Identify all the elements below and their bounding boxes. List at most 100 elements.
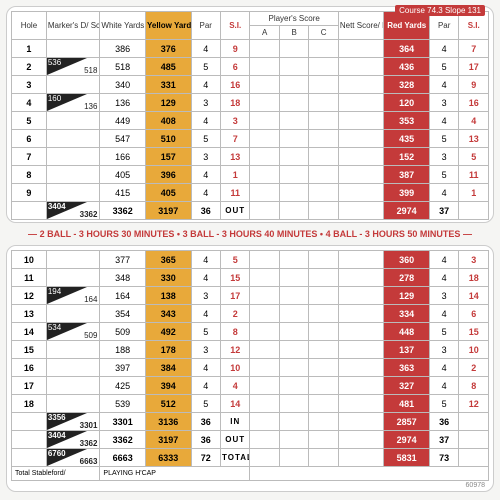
score-b[interactable] bbox=[279, 112, 308, 130]
par: 4 bbox=[191, 184, 220, 202]
score-a[interactable] bbox=[250, 359, 279, 377]
nett-points[interactable] bbox=[338, 184, 384, 202]
hole-row: 1639738441036342 bbox=[12, 359, 489, 377]
score-c[interactable] bbox=[309, 148, 338, 166]
yellow-yards: 396 bbox=[145, 166, 191, 184]
par-red: 3 bbox=[429, 94, 458, 112]
yellow-yards: 376 bbox=[145, 40, 191, 58]
score-b[interactable] bbox=[279, 130, 308, 148]
score-a[interactable] bbox=[250, 166, 279, 184]
score-b[interactable] bbox=[279, 395, 308, 413]
score-c[interactable] bbox=[309, 112, 338, 130]
nett-points[interactable] bbox=[338, 395, 384, 413]
red-yards: 363 bbox=[384, 359, 430, 377]
par-red-total: 37 bbox=[429, 431, 458, 449]
score-b[interactable] bbox=[279, 305, 308, 323]
score-b[interactable] bbox=[279, 58, 308, 76]
nett-points[interactable] bbox=[338, 323, 384, 341]
back-nine-table: 1037736545360431134833041527841812194164… bbox=[11, 250, 489, 481]
nett-points[interactable] bbox=[338, 112, 384, 130]
score-b[interactable] bbox=[279, 287, 308, 305]
score-b[interactable] bbox=[279, 269, 308, 287]
score-a[interactable] bbox=[250, 395, 279, 413]
score-a[interactable] bbox=[250, 377, 279, 395]
nett-points[interactable] bbox=[338, 305, 384, 323]
nett-points[interactable] bbox=[338, 341, 384, 359]
nett-points[interactable] bbox=[338, 251, 384, 269]
stroke-index: 12 bbox=[220, 341, 249, 359]
score-b[interactable] bbox=[279, 76, 308, 94]
score-c[interactable] bbox=[309, 323, 338, 341]
hole-number: 18 bbox=[12, 395, 47, 413]
score-c[interactable] bbox=[309, 94, 338, 112]
score-a[interactable] bbox=[250, 76, 279, 94]
score-c[interactable] bbox=[309, 40, 338, 58]
score-c[interactable] bbox=[309, 130, 338, 148]
par: 4 bbox=[191, 40, 220, 58]
stroke-index: 18 bbox=[220, 94, 249, 112]
score-b[interactable] bbox=[279, 184, 308, 202]
score-c[interactable] bbox=[309, 305, 338, 323]
score-a[interactable] bbox=[250, 305, 279, 323]
hole-row: 13863764936447 bbox=[12, 40, 489, 58]
score-c[interactable] bbox=[309, 269, 338, 287]
score-c[interactable] bbox=[309, 341, 338, 359]
score-b[interactable] bbox=[279, 341, 308, 359]
nett-points[interactable] bbox=[338, 130, 384, 148]
stroke-index-red: 6 bbox=[459, 305, 489, 323]
yellow-yards: 343 bbox=[145, 305, 191, 323]
score-a[interactable] bbox=[250, 287, 279, 305]
score-b[interactable] bbox=[279, 377, 308, 395]
score-b[interactable] bbox=[279, 323, 308, 341]
stroke-index-red: 16 bbox=[459, 94, 489, 112]
stroke-index: 2 bbox=[220, 305, 249, 323]
score-a[interactable] bbox=[250, 58, 279, 76]
score-a[interactable] bbox=[250, 269, 279, 287]
score-c[interactable] bbox=[309, 359, 338, 377]
score-b[interactable] bbox=[279, 94, 308, 112]
score-c[interactable] bbox=[309, 395, 338, 413]
white-yards: 547 bbox=[100, 130, 146, 148]
nett-points[interactable] bbox=[338, 94, 384, 112]
score-c[interactable] bbox=[309, 377, 338, 395]
white-total: 3301 bbox=[100, 413, 146, 431]
nett-points[interactable] bbox=[338, 76, 384, 94]
nett-points[interactable] bbox=[338, 359, 384, 377]
score-a[interactable] bbox=[250, 112, 279, 130]
score-c[interactable] bbox=[309, 166, 338, 184]
score-b[interactable] bbox=[279, 148, 308, 166]
score-a[interactable] bbox=[250, 130, 279, 148]
score-c[interactable] bbox=[309, 287, 338, 305]
nett-points[interactable] bbox=[338, 287, 384, 305]
nett-points[interactable] bbox=[338, 269, 384, 287]
nett-points[interactable] bbox=[338, 377, 384, 395]
par-total: 36 bbox=[191, 413, 220, 431]
score-a[interactable] bbox=[250, 40, 279, 58]
score-b[interactable] bbox=[279, 359, 308, 377]
score-c[interactable] bbox=[309, 251, 338, 269]
nett-points[interactable] bbox=[338, 58, 384, 76]
marker-cell: 33563301 bbox=[46, 413, 100, 431]
nett-points[interactable] bbox=[338, 148, 384, 166]
score-a[interactable] bbox=[250, 341, 279, 359]
score-c[interactable] bbox=[309, 184, 338, 202]
score-a[interactable] bbox=[250, 148, 279, 166]
nett-points[interactable] bbox=[338, 166, 384, 184]
score-a[interactable] bbox=[250, 94, 279, 112]
yellow-yards: 178 bbox=[145, 341, 191, 359]
nett-points[interactable] bbox=[338, 40, 384, 58]
score-a[interactable] bbox=[250, 251, 279, 269]
hole-number: 16 bbox=[12, 359, 47, 377]
score-b[interactable] bbox=[279, 40, 308, 58]
scorecard-back: 1037736545360431134833041527841812194164… bbox=[6, 245, 494, 492]
score-c[interactable] bbox=[309, 58, 338, 76]
score-a[interactable] bbox=[250, 184, 279, 202]
score-c[interactable] bbox=[309, 76, 338, 94]
stroke-index: 7 bbox=[220, 130, 249, 148]
score-b[interactable] bbox=[279, 166, 308, 184]
score-a[interactable] bbox=[250, 323, 279, 341]
red-yards: 360 bbox=[384, 251, 430, 269]
red-yards: 435 bbox=[384, 130, 430, 148]
yellow-yards: 408 bbox=[145, 112, 191, 130]
score-b[interactable] bbox=[279, 251, 308, 269]
